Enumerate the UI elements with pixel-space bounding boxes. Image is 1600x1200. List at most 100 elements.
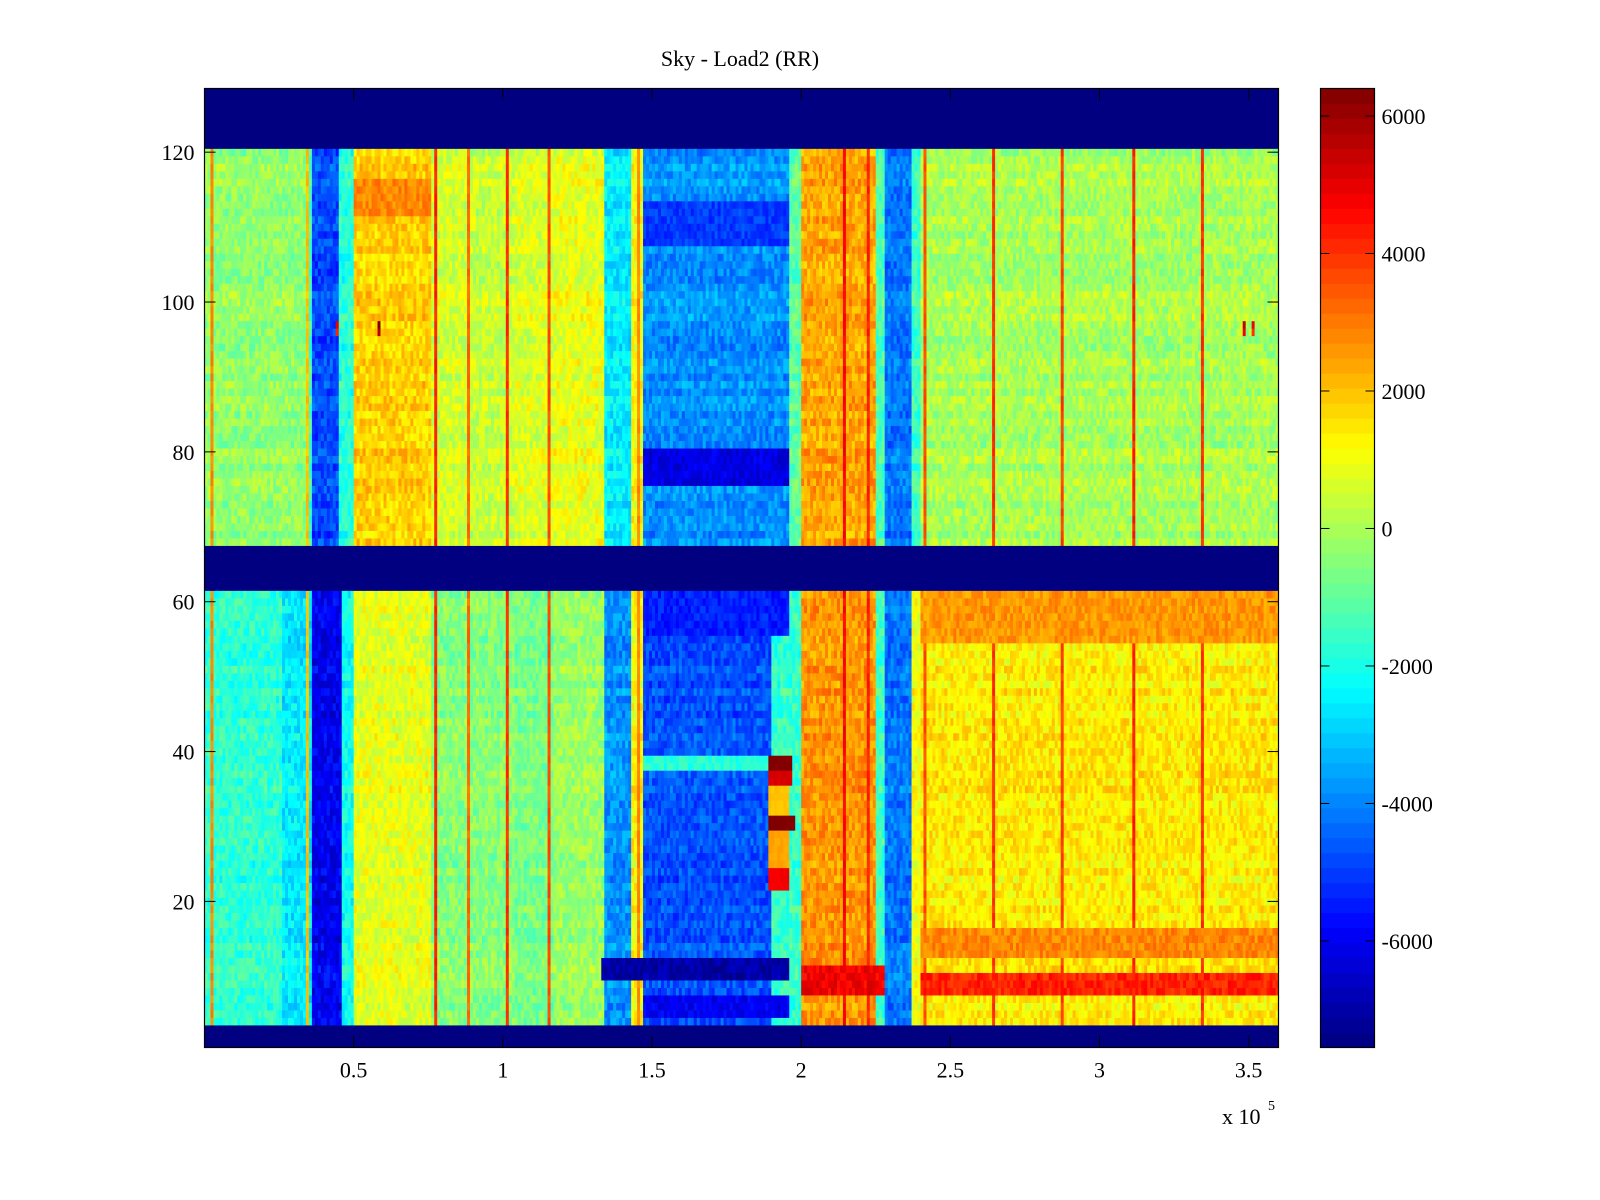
heatmap-cell: [228, 1010, 232, 1018]
heatmap-cell: [625, 980, 629, 988]
heatmap-cell: [1033, 1002, 1038, 1011]
heatmap-cell: [383, 1010, 387, 1018]
heatmap-cell: [816, 957, 820, 966]
heatmap-cell: [923, 965, 927, 973]
heatmap-cell: [296, 965, 301, 973]
heatmap-cell: [1165, 920, 1169, 929]
heatmap-cell: [249, 987, 253, 996]
heatmap-cell: [1236, 935, 1241, 944]
heatmap-cell: [1165, 1017, 1169, 1026]
heatmap-cell: [464, 950, 468, 958]
heatmap-cell: [285, 987, 289, 996]
heatmap-cell: [222, 980, 226, 988]
heatmap-cell: [458, 995, 462, 1003]
heatmap-cell: [702, 980, 707, 988]
heatmap-cell: [872, 965, 877, 973]
heatmap-cell: [222, 920, 226, 929]
heatmap-cell: [326, 935, 331, 944]
heatmap-cell: [1051, 1017, 1056, 1026]
heatmap-cell: [1108, 980, 1112, 988]
heatmap-cell: [786, 995, 790, 1003]
heatmap-cell: [413, 942, 417, 951]
heatmap-cell: [383, 972, 387, 981]
heatmap-cell: [577, 1010, 581, 1018]
heatmap-cell: [1120, 1017, 1124, 1026]
heatmap-cell: [762, 935, 766, 944]
heatmap-cell: [1227, 957, 1232, 966]
heatmap-cell: [1132, 1010, 1136, 1018]
heatmap-cell: [780, 995, 784, 1003]
heatmap-cell: [652, 935, 656, 944]
heatmap-cell: [282, 1010, 286, 1018]
heatmap-cell: [908, 972, 912, 981]
heatmap-cell: [1102, 1010, 1106, 1018]
heatmap-cell: [959, 957, 963, 966]
heatmap-cell: [410, 942, 414, 951]
heatmap-cell: [625, 950, 629, 958]
heatmap-cell: [296, 987, 301, 996]
heatmap-cell: [1141, 935, 1145, 944]
heatmap-cell: [917, 927, 921, 936]
heatmap-cell: [377, 1010, 381, 1018]
heatmap-cell: [950, 942, 954, 951]
heatmap-cell: [893, 1010, 898, 1018]
heatmap-cell: [1215, 927, 1220, 936]
heatmap-cell: [514, 972, 519, 981]
heatmap-cell: [1018, 995, 1023, 1003]
heatmap-cell: [1197, 950, 1202, 958]
heatmap-cell: [657, 965, 662, 973]
heatmap-cell: [1144, 935, 1148, 944]
heatmap-cell: [968, 972, 972, 981]
heatmap-cell: [1063, 942, 1068, 951]
heatmap-cell: [493, 927, 498, 936]
heatmap-cell: [213, 995, 217, 1003]
heatmap-cell: [923, 935, 927, 944]
heatmap-cell: [839, 1002, 844, 1011]
heatmap-cell: [923, 995, 927, 1003]
heatmap-cell: [1066, 980, 1071, 988]
heatmap-cell: [520, 1010, 525, 1018]
heatmap-cell: [308, 935, 313, 944]
heatmap-cell: [231, 995, 235, 1003]
heatmap-cell: [634, 920, 638, 929]
heatmap-cell: [804, 1017, 808, 1026]
heatmap-cell: [896, 942, 901, 951]
heatmap-cell: [332, 1002, 337, 1011]
heatmap-cell: [1194, 957, 1199, 966]
heatmap-cell: [1197, 987, 1202, 996]
heatmap-cell: [461, 972, 465, 981]
heatmap-cell: [1224, 935, 1229, 944]
heatmap-cell: [735, 1017, 739, 1026]
heatmap-cell: [1254, 927, 1259, 936]
heatmap-cell: [574, 920, 578, 929]
heatmap-cell: [1141, 1017, 1145, 1026]
heatmap-cell: [529, 1010, 534, 1018]
heatmap-cell: [395, 1010, 399, 1018]
heatmap-cell: [833, 1010, 838, 1018]
heatmap-cell: [983, 927, 987, 936]
heatmap-cell: [410, 995, 414, 1003]
heatmap-cell: [735, 1010, 739, 1018]
heatmap-cell: [568, 987, 572, 996]
heatmap-cell: [613, 957, 617, 966]
heatmap-cell: [935, 1017, 939, 1026]
heatmap-cell: [413, 935, 417, 944]
heatmap-cell: [252, 980, 256, 988]
heatmap-cell: [502, 935, 507, 944]
heatmap-cell: [523, 972, 528, 981]
heatmap-cell: [246, 1010, 250, 1018]
heatmap-cell: [586, 987, 590, 996]
heatmap-cell: [1144, 995, 1148, 1003]
heatmap-cell: [833, 942, 838, 951]
heatmap-cell: [1075, 980, 1080, 988]
heatmap-cell: [822, 965, 826, 973]
heatmap-cell: [520, 935, 525, 944]
heatmap-cell: [992, 972, 996, 981]
heatmap-cell: [523, 1010, 528, 1018]
heatmap-cell: [320, 965, 325, 973]
heatmap-cell: [1141, 927, 1145, 936]
heatmap-cell: [1036, 927, 1041, 936]
heatmap-cell: [1108, 957, 1112, 966]
heatmap-cell: [896, 957, 901, 966]
heatmap-cell: [398, 987, 402, 996]
